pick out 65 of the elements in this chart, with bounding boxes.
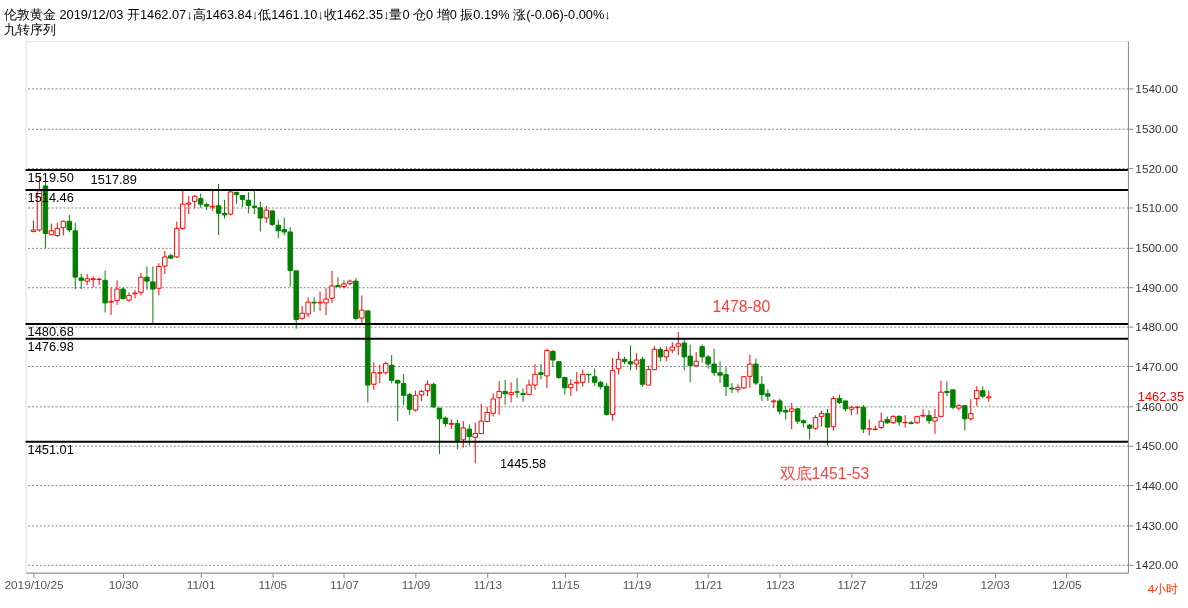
y-tick-label: 1530.00 xyxy=(1135,121,1179,136)
candlestick xyxy=(538,363,544,380)
x-tick-label: 11/09 xyxy=(401,577,431,592)
annotation: 1445.58 xyxy=(500,455,547,471)
y-tick-label: 1510.00 xyxy=(1135,201,1179,216)
chart-subtitle: 九转序列 xyxy=(3,22,56,38)
x-tick-label: 11/21 xyxy=(694,577,723,592)
candlestick xyxy=(860,404,867,434)
ref-line-label: 1476.98 xyxy=(27,338,74,354)
ref-line-label: 1480.68 xyxy=(27,323,74,339)
candlestick xyxy=(520,387,526,403)
x-tick-label: 11/15 xyxy=(551,577,581,592)
candlestick xyxy=(108,287,114,316)
x-tick-label: 11/07 xyxy=(330,577,359,592)
candlestick xyxy=(311,296,317,313)
annotation: 1517.89 xyxy=(90,171,137,187)
chart-title: 伦敦黄金 2019/12/03 开1462.07↓高1463.84↓低1461.10↓收1462.35↓量0 仓0 增0 振0.19% 涨(-0.06)-0.00%↓ xyxy=(3,6,611,22)
candlestick xyxy=(753,357,759,386)
candlestick xyxy=(514,377,520,399)
candlestick xyxy=(460,420,467,449)
candlestick xyxy=(968,398,974,422)
y-tick-label: 1540.00 xyxy=(1135,82,1179,97)
candlestick xyxy=(466,423,473,446)
candlestick xyxy=(502,379,508,406)
x-tick-label: 11/27 xyxy=(837,577,867,592)
ref-line-label: 1451.01 xyxy=(27,441,74,457)
x-tick-label: 2019/10/25 xyxy=(4,577,64,592)
candlestick xyxy=(932,408,938,435)
candlestick xyxy=(114,279,120,306)
x-tick-label: 11/13 xyxy=(473,577,503,592)
y-tick-label: 1450.00 xyxy=(1135,439,1179,454)
y-tick-label: 1480.00 xyxy=(1135,320,1179,335)
annotation: 双底1451-53 xyxy=(779,465,870,483)
y-tick-label: 1440.00 xyxy=(1135,478,1179,493)
y-tick-label: 1430.00 xyxy=(1135,518,1179,533)
candlestick xyxy=(962,404,968,432)
candlestick xyxy=(209,189,216,212)
x-tick-label: 12/03 xyxy=(980,577,1011,592)
candlestick xyxy=(359,294,365,324)
x-tick-label: 11/29 xyxy=(909,577,938,592)
y-tick-label: 1420.00 xyxy=(1135,558,1179,573)
x-tick-label: 11/01 xyxy=(186,577,216,592)
candlestick xyxy=(729,382,735,394)
x-tick-label: 11/23 xyxy=(765,577,796,592)
y-tick-label: 1500.00 xyxy=(1135,240,1179,255)
candlestick xyxy=(245,191,252,214)
y-tick-label: 1490.00 xyxy=(1135,280,1179,295)
y-tick-label: 1470.00 xyxy=(1135,359,1179,374)
candlestick xyxy=(496,380,502,416)
candlestick xyxy=(454,419,461,450)
annotation: 1478-80 xyxy=(712,297,771,315)
candlestick xyxy=(974,385,980,407)
ref-line-label: 1519.50 xyxy=(27,169,74,185)
candlestick xyxy=(788,402,795,430)
y-tick-label: 1520.00 xyxy=(1135,161,1179,176)
candlestick xyxy=(508,381,514,403)
x-tick-label: 10/30 xyxy=(108,577,139,592)
x-tick-label: 11/19 xyxy=(622,577,652,592)
candlestick xyxy=(102,269,108,313)
candlestick xyxy=(335,276,341,288)
text: 4小时 xyxy=(1147,581,1179,596)
x-tick-label: 12/05 xyxy=(1052,577,1083,592)
candlestick xyxy=(926,409,932,425)
x-tick-label: 11/05 xyxy=(258,577,288,592)
candlestick xyxy=(824,408,831,447)
